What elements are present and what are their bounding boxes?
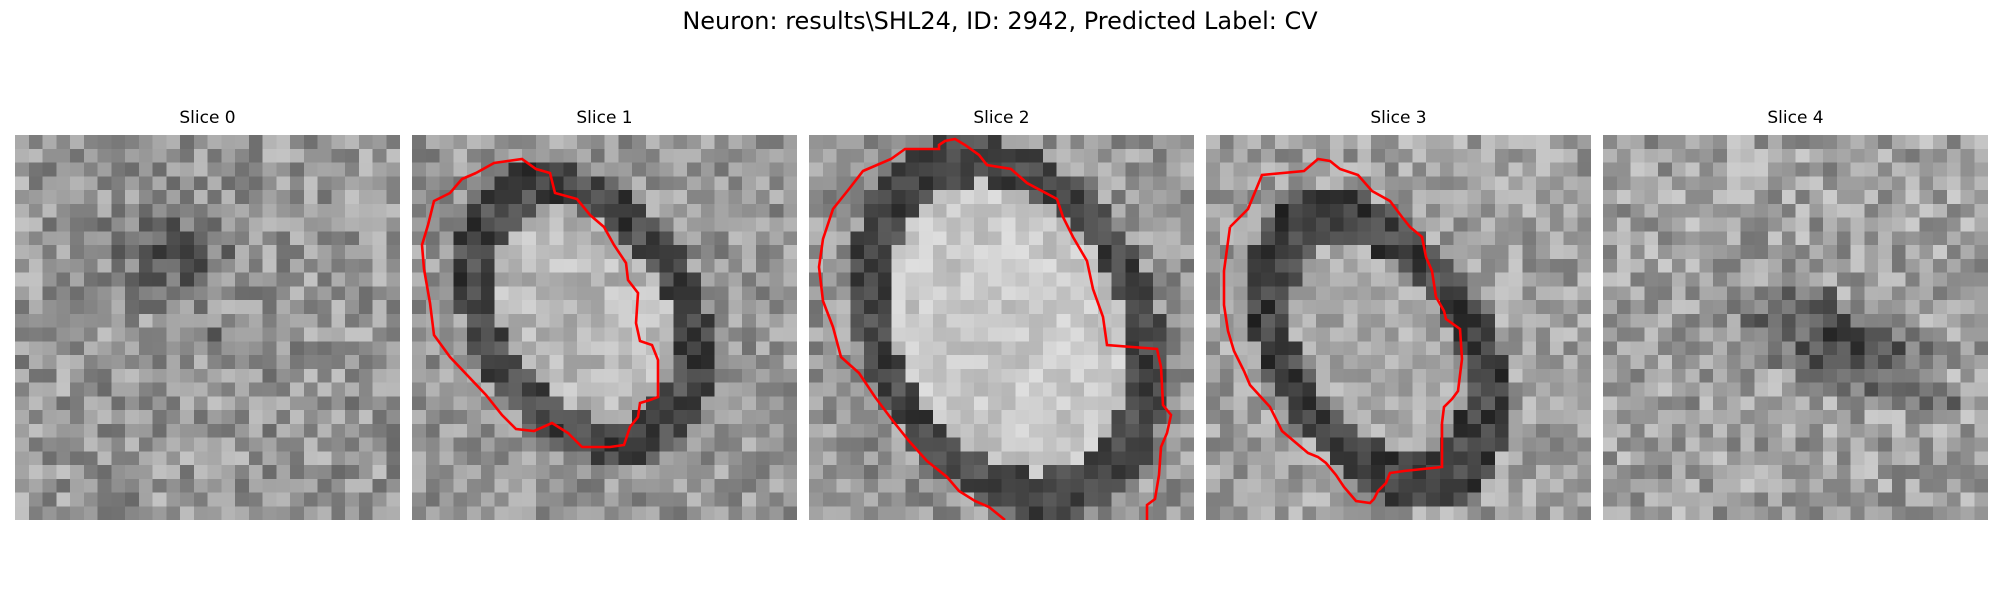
slice-image-4: [1603, 135, 1988, 520]
slice-title-1: Slice 1: [576, 108, 633, 128]
slice-title-3: Slice 3: [1370, 108, 1427, 128]
slice-image-0: [15, 135, 400, 520]
slice-image-2: [809, 135, 1194, 520]
slice-outline-2: [817, 137, 1173, 520]
slice-outline-3: [1222, 157, 1464, 505]
segmentation-contour-1: [420, 157, 660, 449]
slice-title-4: Slice 4: [1767, 108, 1824, 128]
slice-panel-1: Slice 1: [412, 108, 797, 520]
slice-panel-4: Slice 4: [1603, 108, 1988, 520]
figure-title: Neuron: results\SHL24, ID: 2942, Predict…: [682, 7, 1318, 35]
slice-image-1: [412, 135, 797, 520]
segmentation-contour-2: [817, 137, 1173, 520]
slice-title-2: Slice 2: [973, 108, 1030, 128]
slice-title-0: Slice 0: [179, 108, 236, 128]
slice-panel-3: Slice 3: [1206, 108, 1591, 520]
slice-panel-0: Slice 0: [15, 108, 400, 520]
slice-panel-2: Slice 2: [809, 108, 1194, 520]
slice-image-3: [1206, 135, 1591, 520]
slice-outline-1: [420, 157, 660, 449]
segmentation-contour-3: [1222, 157, 1464, 505]
